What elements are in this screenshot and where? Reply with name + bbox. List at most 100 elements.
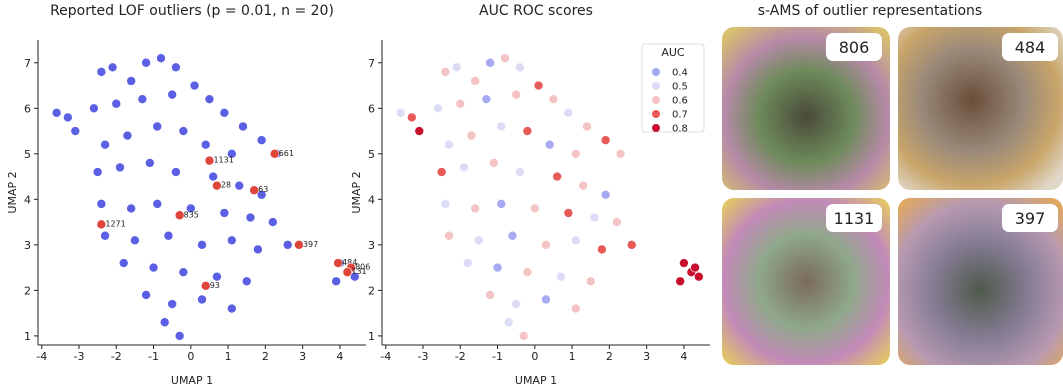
point (163, 230, 174, 241)
y-tick-label: 5 (24, 148, 31, 161)
x-tick-label: -1 (148, 350, 159, 363)
y-tick-label: 4 (368, 193, 375, 206)
x-tick-label: 3 (299, 350, 306, 363)
point (492, 262, 503, 273)
point (269, 149, 280, 159)
point (350, 271, 360, 282)
x-tick-label: 0 (531, 350, 538, 363)
x-tick-label: -4 (36, 350, 47, 363)
point-label: 28 (221, 181, 231, 190)
point (227, 235, 237, 246)
y-tick-label: 1 (368, 330, 375, 343)
x-axis-label: UMAP 1 (515, 374, 557, 387)
point (96, 67, 107, 77)
point-label: 93 (210, 281, 220, 290)
point (197, 294, 207, 305)
point (107, 62, 118, 73)
point (485, 57, 495, 68)
point (556, 271, 566, 282)
point (115, 162, 125, 173)
point (548, 94, 559, 104)
point (533, 80, 544, 91)
point-label: 806 (355, 263, 370, 272)
point (96, 199, 107, 209)
point (204, 155, 215, 166)
image-label: 1131 (834, 209, 875, 228)
point (470, 76, 480, 86)
x-tick-label: 2 (606, 350, 613, 363)
point (100, 230, 110, 241)
y-tick-label: 7 (368, 57, 375, 70)
y-tick-label: 7 (24, 57, 31, 70)
point (137, 94, 148, 104)
image-label: 484 (1015, 38, 1046, 57)
legend-marker (652, 110, 660, 118)
point (518, 331, 529, 341)
point (333, 258, 343, 268)
x-tick-label: -4 (380, 350, 391, 363)
point (436, 167, 447, 177)
x-tick-label: -3 (418, 350, 429, 363)
x-tick-label: 1 (569, 350, 576, 363)
point (245, 212, 256, 223)
point (204, 94, 215, 104)
point (118, 258, 129, 268)
point (626, 240, 637, 250)
point (600, 189, 611, 200)
panel-title: s-AMS of outlier representations (758, 3, 982, 19)
point (694, 271, 704, 282)
point (612, 217, 622, 227)
point (145, 158, 155, 168)
point (675, 276, 685, 287)
legend-marker (652, 82, 660, 90)
x-tick-label: 1 (225, 350, 232, 363)
y-tick-label: 2 (368, 284, 375, 297)
legend-label: 0.8 (672, 124, 688, 135)
point (189, 80, 200, 91)
point (152, 199, 163, 209)
point-label: 63 (258, 185, 268, 194)
point (571, 149, 581, 159)
y-tick-label: 3 (368, 239, 375, 252)
point (690, 262, 700, 273)
legend-marker (652, 68, 660, 76)
point (186, 203, 196, 214)
point (141, 57, 151, 68)
point (249, 185, 259, 196)
y-tick-label: 6 (368, 102, 375, 115)
point (571, 303, 581, 314)
image-label: 397 (1015, 209, 1046, 228)
legend-label: 0.5 (672, 82, 688, 93)
point (174, 331, 185, 341)
x-tick-label: -1 (492, 350, 503, 363)
point (563, 208, 574, 218)
x-tick-label: -3 (74, 350, 85, 363)
point (171, 62, 181, 73)
x-tick-label: 0 (187, 350, 194, 363)
point (174, 210, 185, 221)
y-tick-label: 6 (24, 102, 31, 115)
point (200, 139, 211, 150)
point (511, 299, 521, 309)
legend-label: 0.4 (672, 68, 688, 79)
point (474, 235, 484, 246)
point (440, 199, 451, 209)
point (227, 303, 237, 314)
legend-box (641, 43, 705, 133)
x-axis-label: UMAP 1 (171, 374, 213, 387)
point (256, 189, 267, 200)
chart-title: AUC ROC scores (479, 3, 593, 19)
point (89, 103, 99, 114)
point (200, 281, 211, 291)
point (489, 158, 499, 168)
point (96, 219, 107, 230)
image-label-box (826, 204, 882, 232)
point (541, 294, 551, 305)
image (898, 27, 1063, 190)
point (615, 149, 626, 159)
point (126, 76, 136, 86)
legend-label: 0.7 (672, 110, 688, 121)
point (455, 98, 466, 109)
point (600, 135, 611, 145)
point (282, 240, 293, 250)
